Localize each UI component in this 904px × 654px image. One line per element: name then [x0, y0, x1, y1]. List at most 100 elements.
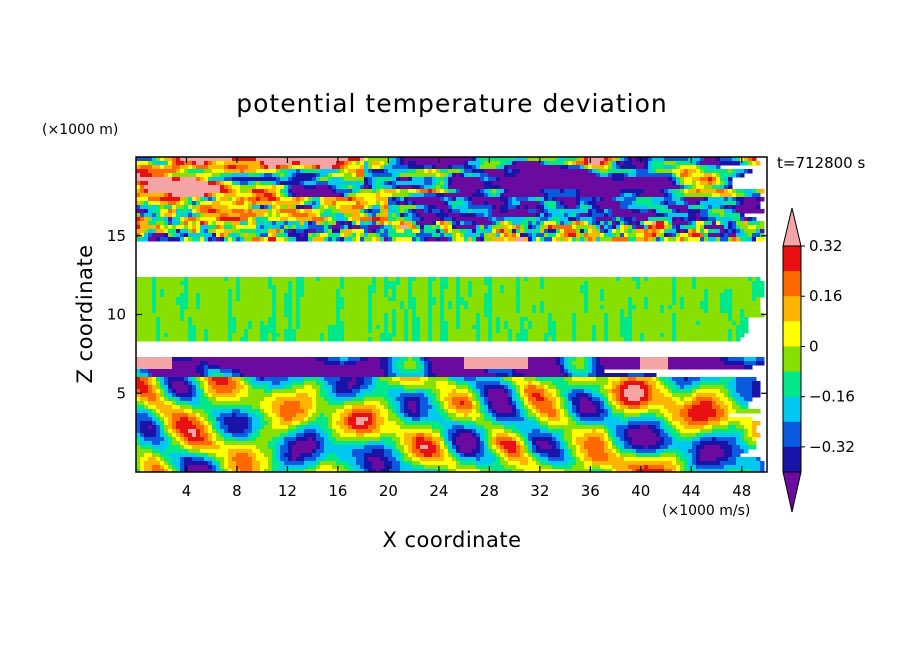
contour-cell — [608, 457, 625, 462]
contour-cell — [336, 393, 357, 398]
contour-cell — [576, 393, 589, 398]
contour-cell — [240, 181, 249, 186]
contour-cell — [428, 309, 433, 314]
contour-cell — [580, 449, 589, 454]
contour-cell — [532, 229, 541, 234]
contour-cell — [716, 457, 729, 462]
contour-cell — [252, 381, 273, 386]
contour-cell — [324, 225, 329, 230]
contour-cell — [196, 425, 205, 430]
contour-cell — [304, 205, 313, 210]
contour-cell — [724, 177, 729, 182]
contour-cell — [348, 169, 357, 174]
contour-cell — [496, 413, 517, 418]
contour-cell — [344, 233, 349, 238]
contour-cell — [392, 177, 397, 182]
contour-cell — [160, 325, 189, 330]
contour-cell — [200, 401, 213, 406]
contour-cell — [672, 193, 677, 198]
contour-cell — [460, 293, 469, 298]
contour-cell — [504, 221, 509, 226]
contour-cell — [760, 465, 765, 470]
contour-cell — [304, 461, 317, 466]
contour-cell — [604, 157, 609, 162]
contour-cell — [264, 321, 269, 326]
contour-cell — [484, 393, 489, 398]
contour-cell — [548, 337, 553, 342]
contour-cell — [276, 321, 289, 326]
contour-cell — [228, 277, 237, 282]
contour-cell — [444, 181, 449, 186]
contour-cell — [560, 365, 565, 370]
contour-cell — [228, 453, 237, 458]
contour-cell — [300, 421, 309, 426]
contour-cell — [716, 229, 721, 234]
contour-cell — [432, 309, 441, 314]
contour-cell — [740, 173, 745, 178]
contour-cell — [736, 325, 749, 330]
contour-cell — [664, 437, 673, 442]
contour-cell — [668, 213, 689, 218]
contour-cell — [204, 393, 209, 398]
contour-cell — [356, 457, 365, 462]
contour-cell — [316, 177, 321, 182]
contour-cell — [364, 461, 373, 466]
contour-cell — [324, 229, 329, 234]
contour-cell — [368, 313, 373, 318]
contour-cell — [752, 289, 765, 294]
contour-cell — [164, 377, 169, 382]
contour-cell — [368, 205, 373, 210]
contour-cell — [340, 225, 345, 230]
contour-cell — [584, 389, 593, 394]
contour-cell — [404, 197, 409, 202]
contour-cell — [640, 193, 665, 198]
contour-cell — [512, 333, 517, 338]
contour-cell — [644, 337, 673, 342]
contour-cell — [404, 441, 413, 446]
contour-cell — [676, 201, 685, 206]
contour-cell — [728, 381, 737, 386]
contour-cell — [316, 449, 325, 454]
contour-cell — [648, 409, 661, 414]
contour-cell — [568, 237, 573, 242]
contour-cell — [648, 401, 677, 406]
contour-cell — [272, 401, 285, 406]
contour-cell — [192, 457, 205, 462]
contour-cell — [188, 289, 229, 294]
contour-cell — [492, 225, 505, 230]
contour-cell — [476, 461, 493, 466]
contour-cell — [688, 217, 697, 222]
contour-cell — [544, 193, 549, 198]
contour-cell — [328, 173, 333, 178]
contour-cell — [564, 397, 569, 402]
contour-cell — [444, 433, 449, 438]
contour-cell — [440, 169, 449, 174]
contour-cell — [732, 169, 737, 174]
contour-cell — [136, 449, 153, 454]
contour-cell — [404, 365, 417, 370]
contour-cell — [516, 285, 521, 290]
contour-cell — [180, 457, 185, 462]
contour-cell — [580, 197, 593, 202]
contour-cell — [280, 193, 285, 198]
contour-cell — [160, 449, 165, 454]
contour-cell — [140, 225, 157, 230]
contour-cell — [672, 197, 677, 202]
contour-cell — [620, 449, 633, 454]
contour-cell — [156, 161, 165, 166]
contour-cell — [548, 317, 553, 322]
contour-cell — [556, 325, 573, 330]
contour-cell — [560, 369, 565, 374]
contour-cell — [636, 469, 665, 472]
contour-cell — [252, 217, 257, 222]
contour-cell — [400, 405, 405, 410]
contour-cell — [388, 233, 417, 238]
contour-cell — [384, 325, 389, 330]
contour-cell — [136, 173, 141, 178]
contour-cell — [304, 197, 309, 202]
contour-cell — [412, 453, 417, 458]
contour-cell — [236, 237, 241, 242]
contour-cell — [608, 429, 613, 434]
contour-cell — [488, 437, 493, 442]
contour-cell — [160, 377, 165, 382]
